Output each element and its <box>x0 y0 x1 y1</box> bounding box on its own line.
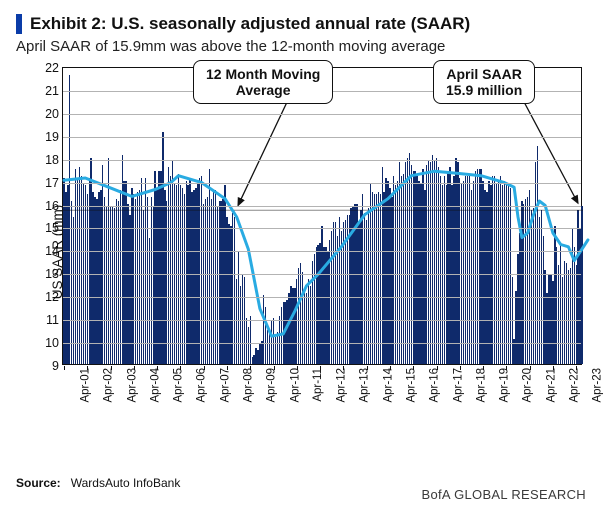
x-tick-mark <box>506 366 507 370</box>
moving-average-line <box>64 171 588 336</box>
x-tick-label: Apr-20 <box>520 368 534 403</box>
x-tick-mark <box>204 366 205 370</box>
y-tick-label: 11 <box>46 313 63 327</box>
x-tick-label: Apr-21 <box>543 368 557 403</box>
x-tick-mark <box>134 366 135 370</box>
y-tick-label: 22 <box>45 61 63 75</box>
x-tick-mark <box>390 366 391 370</box>
gridline <box>63 297 581 298</box>
x-tick-label: Apr-19 <box>496 368 510 403</box>
x-tick-label: Apr-03 <box>124 368 138 403</box>
exhibit-title: Exhibit 2: U.S. seasonally adjusted annu… <box>30 14 470 34</box>
gridline <box>63 251 581 252</box>
x-tick-mark <box>483 366 484 370</box>
x-tick-mark <box>274 366 275 370</box>
x-tick-label: Apr-23 <box>589 368 603 403</box>
x-tick-label: Apr-02 <box>101 368 115 403</box>
x-tick-label: Apr-06 <box>194 368 208 403</box>
y-tick-label: 21 <box>45 84 63 98</box>
gridline <box>63 160 581 161</box>
gridline <box>63 274 581 275</box>
y-tick-label: 13 <box>45 267 63 281</box>
y-tick-label: 19 <box>45 130 63 144</box>
x-tick-mark <box>343 366 344 370</box>
y-tick-label: 15 <box>45 221 63 235</box>
x-tick-mark <box>111 366 112 370</box>
source-value: WardsAuto InfoBank <box>71 476 181 490</box>
x-tick-mark <box>437 366 438 370</box>
gridline <box>63 114 581 115</box>
x-tick-label: Apr-18 <box>473 368 487 403</box>
brand-text: BofA GLOBAL RESEARCH <box>422 487 586 502</box>
y-tick-label: 16 <box>45 199 63 213</box>
x-tick-mark <box>530 366 531 370</box>
x-tick-mark <box>157 366 158 370</box>
x-tick-mark <box>297 366 298 370</box>
x-tick-label: Apr-08 <box>240 368 254 403</box>
callout-arrow <box>238 100 288 206</box>
x-tick-mark <box>87 366 88 370</box>
gridline <box>63 343 581 344</box>
y-tick-label: 18 <box>45 153 63 167</box>
y-tick-label: 17 <box>45 176 63 190</box>
y-tick-label: 14 <box>45 244 63 258</box>
x-tick-label: Apr-22 <box>566 368 580 403</box>
x-tick-mark <box>250 366 251 370</box>
callout-april-saar: April SAAR15.9 million <box>433 60 535 104</box>
x-tick-mark <box>460 366 461 370</box>
x-tick-label: Apr-16 <box>426 368 440 403</box>
callout-line1: April SAAR <box>446 66 522 82</box>
x-tick-mark <box>413 366 414 370</box>
x-tick-label: Apr-09 <box>264 368 278 403</box>
gridline <box>63 320 581 321</box>
exhibit-subtitle: April SAAR of 15.9mm was above the 12-mo… <box>16 38 588 55</box>
callout-arrow <box>523 100 578 203</box>
callout-line1: 12 Month Moving <box>206 66 320 82</box>
y-tick-label: 10 <box>45 336 63 350</box>
gridline <box>63 183 581 184</box>
callout-line2: 15.9 million <box>446 82 522 98</box>
x-tick-label: Apr-11 <box>310 368 324 402</box>
exhibit-container: Exhibit 2: U.S. seasonally adjusted annu… <box>0 0 604 510</box>
callout-line2: Average <box>206 82 320 98</box>
x-tick-mark <box>180 366 181 370</box>
x-tick-label: Apr-01 <box>77 368 91 403</box>
source-label: Source: <box>16 476 61 490</box>
plot-region: 910111213141516171819202122Apr-01Apr-02A… <box>62 67 582 365</box>
y-tick-label: 9 <box>52 359 63 373</box>
x-tick-mark <box>367 366 368 370</box>
title-accent-bar <box>16 14 22 34</box>
gridline <box>63 206 581 207</box>
y-tick-label: 20 <box>45 107 63 121</box>
x-tick-label: Apr-17 <box>450 368 464 403</box>
x-tick-label: Apr-13 <box>357 368 371 403</box>
x-tick-mark <box>64 366 65 370</box>
x-tick-mark <box>320 366 321 370</box>
x-tick-label: Apr-04 <box>147 368 161 403</box>
chart-area: US SAAR (mm) 910111213141516171819202122… <box>16 67 586 437</box>
x-tick-label: Apr-10 <box>287 368 301 403</box>
x-tick-label: Apr-15 <box>403 368 417 403</box>
source-line: Source: WardsAuto InfoBank <box>16 476 180 490</box>
y-tick-label: 12 <box>45 290 63 304</box>
x-tick-mark <box>576 366 577 370</box>
callout-moving-average: 12 Month MovingAverage <box>193 60 333 104</box>
title-row: Exhibit 2: U.S. seasonally adjusted annu… <box>16 14 588 34</box>
x-tick-label: Apr-07 <box>217 368 231 403</box>
gridline <box>63 137 581 138</box>
overlay-svg <box>63 68 583 366</box>
x-tick-label: Apr-05 <box>170 368 184 403</box>
x-tick-mark <box>553 366 554 370</box>
x-tick-label: Apr-12 <box>333 368 347 403</box>
x-tick-label: Apr-14 <box>380 368 394 403</box>
x-tick-mark <box>227 366 228 370</box>
gridline <box>63 228 581 229</box>
